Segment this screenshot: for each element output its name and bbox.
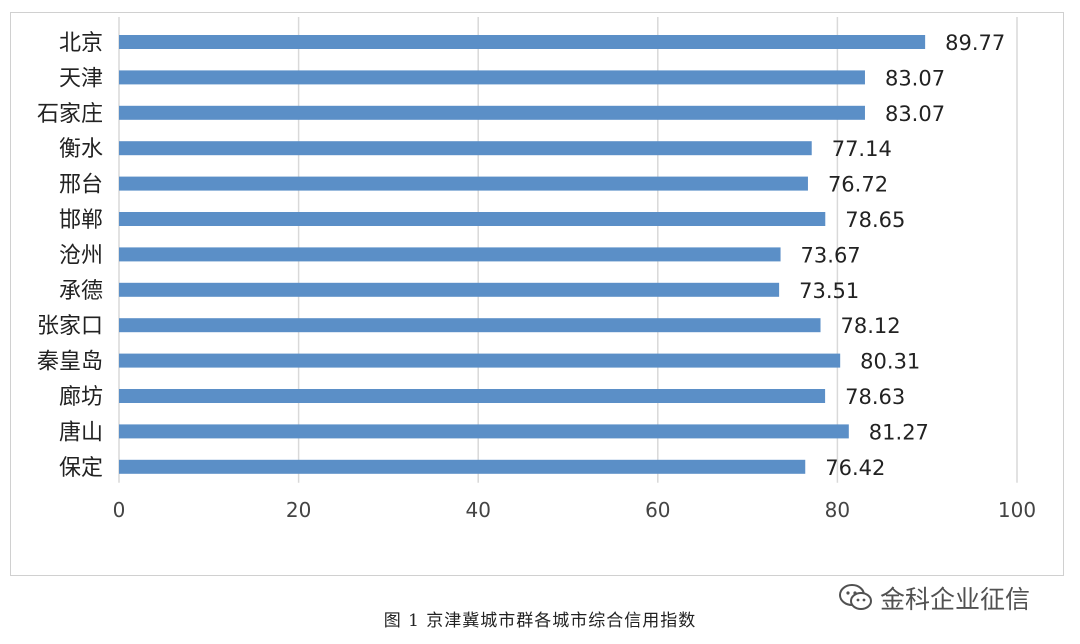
wechat-icon: [839, 584, 872, 610]
value-label: 73.51: [799, 279, 859, 303]
value-label: 76.42: [825, 456, 885, 480]
bars: [119, 35, 926, 474]
bar: [119, 459, 806, 474]
value-label: 76.72: [828, 173, 888, 197]
category-label: 邢台: [59, 173, 103, 198]
category-label: 邯郸: [59, 208, 103, 233]
category-label: 北京: [59, 31, 103, 56]
bar: [119, 212, 826, 226]
value-label: 77.14: [832, 137, 892, 161]
bar: [119, 141, 812, 156]
bar: [119, 318, 821, 333]
bar: [119, 353, 841, 368]
value-label: 73.67: [801, 243, 861, 267]
category-label: 张家口: [37, 314, 103, 339]
bar: [119, 105, 865, 120]
x-tick-label: 0: [113, 498, 126, 522]
bar: [119, 70, 865, 85]
value-label: 81.27: [869, 420, 929, 444]
x-tick-label: 80: [825, 498, 850, 522]
category-label: 天津: [59, 66, 103, 91]
watermark: 金科企业征信: [838, 580, 1030, 616]
category-label: 保定: [59, 456, 103, 481]
bar-chart: 0 20 40 60 80 100 北京 89.77 天津 83.07 石家庄 83.07 衡水 77.1…: [37, 17, 1036, 522]
figure-caption: 图 1 京津冀城市群各城市综合信用指数: [383, 611, 697, 631]
category-label: 衡水: [59, 137, 103, 162]
category-label: 沧州: [59, 243, 103, 268]
x-tick-label: 60: [645, 498, 670, 522]
value-label: 83.07: [885, 102, 945, 126]
x-tick-label: 40: [465, 498, 490, 522]
category-label: 廊坊: [59, 385, 103, 410]
value-label: 83.07: [885, 66, 945, 90]
category-label: 唐山: [59, 420, 103, 445]
category-label: 承德: [59, 279, 103, 304]
bar: [119, 389, 826, 403]
value-label: 78.12: [841, 314, 901, 338]
bar: [119, 282, 780, 297]
watermark-text: 金科企业征信: [880, 585, 1031, 614]
bar: [119, 247, 781, 262]
bar: [119, 424, 849, 439]
bar: [119, 176, 808, 191]
chart-frame: 0 20 40 60 80 100 北京 89.77 天津 83.07 石家庄 83.07 衡水 77.1…: [10, 12, 1064, 576]
value-label: 78.65: [845, 208, 905, 232]
x-tick-label: 100: [998, 498, 1036, 522]
value-label: 80.31: [860, 350, 920, 374]
value-label: 89.77: [945, 31, 1005, 55]
labels: 0 20 40 60 80 100 北京 89.77 天津 83.07 石家庄 83.07 衡水 77.1…: [37, 31, 1036, 522]
bar: [119, 35, 926, 49]
category-label: 石家庄: [37, 102, 103, 127]
category-label: 秦皇岛: [37, 350, 103, 375]
x-tick-label: 20: [286, 498, 311, 522]
value-label: 78.63: [845, 385, 905, 409]
